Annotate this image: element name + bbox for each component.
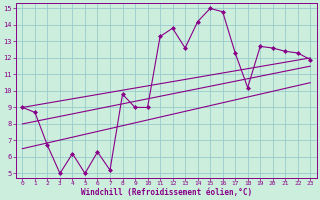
X-axis label: Windchill (Refroidissement éolien,°C): Windchill (Refroidissement éolien,°C) bbox=[81, 188, 252, 197]
